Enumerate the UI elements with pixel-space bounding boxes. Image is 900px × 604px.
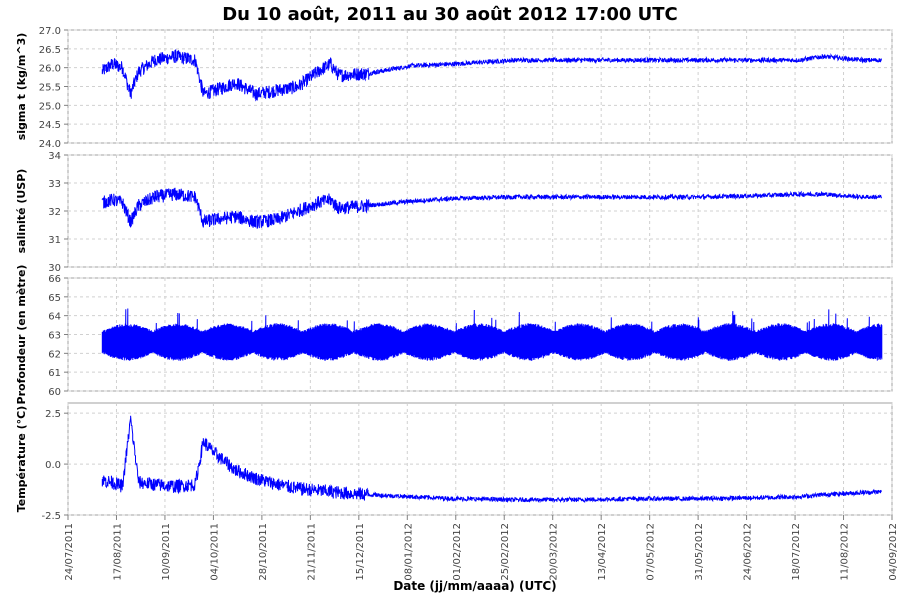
panel-4: 2.5 0.0 -2.5 Température (°C) [15,402,893,522]
y-tick-label: 31 [48,235,61,246]
y-tick-label: 30 [48,263,61,274]
series-line [101,308,883,361]
x-tick-label: 10/09/2011 [161,523,172,581]
y-axis-label: sigma t (kg/m^3) [15,33,28,141]
y-tick-label: 25.0 [39,101,61,112]
y-tick-label: 26.0 [39,64,61,75]
y-tick-label: 33 [48,179,61,190]
chart-title: Du 10 août, 2011 au 30 août 2012 17:00 U… [222,4,678,25]
panel-frame [67,29,893,144]
x-tick-label: 31/05/2012 [694,523,705,581]
series-line [101,415,882,504]
panel-3: 60 61 62 63 64 65 66 Profondeur (en mètre) [15,265,893,405]
y-tick-label: 61 [48,368,61,379]
series-line [101,187,882,229]
x-tick-label: 01/02/2012 [452,523,463,581]
panel-1: 24.0 24.5 25.0 25.5 26.0 26.5 27.0 sigma t (kg/… [15,26,893,150]
panel-2: 30 31 32 33 34 salinité (USP) [15,151,893,274]
y-tick-label: 62 [48,349,61,360]
x-tick-label: 04/10/2011 [209,523,220,581]
y-tick-label: 27.0 [39,26,61,37]
y-tick-label: 32 [48,207,61,218]
x-tick-label: 13/04/2012 [597,523,608,581]
y-tick-label: -2.5 [41,511,61,522]
x-tick-label: 17/08/2011 [112,523,123,581]
x-tick-label: 11/08/2012 [840,523,851,581]
x-axis-label: Date (jj/mm/aaaa) (UTC) [393,579,556,593]
y-tick-label: 65 [48,293,61,304]
y-axis-label: Température (°C) [15,406,28,513]
y-tick-label: 60 [48,387,61,398]
panel-frame [67,154,893,268]
x-tick-label: 07/05/2012 [646,523,657,581]
x-tick-label: 24/07/2011 [64,523,75,581]
x-tick-label: 04/09/2012 [888,523,899,581]
y-tick-label: 0.0 [45,460,61,471]
x-tick-label: 08/01/2012 [403,523,414,581]
y-axis-label: salinité (USP) [15,169,28,254]
x-tick-label: 18/07/2012 [791,523,802,581]
y-tick-label: 25.5 [39,83,61,94]
x-tick-label: 15/12/2011 [355,523,366,581]
x-tick-label: 24/06/2012 [743,523,754,581]
y-tick-label: 66 [48,274,61,285]
x-tick-label: 25/02/2012 [500,523,511,581]
chart-panels: 24.0 24.5 25.0 25.5 26.0 26.5 27.0 sigma t (kg/… [15,26,893,522]
y-tick-label: 24.5 [39,120,61,131]
x-tick-label: 28/10/2011 [258,523,269,581]
y-tick-label: 24.0 [39,139,61,150]
y-axis-label: Profondeur (en mètre) [15,265,28,405]
y-tick-label: 2.5 [45,409,61,420]
x-axis: 24/07/2011 17/08/2011 10/09/2011 04/10/2011… [64,515,899,581]
x-tick-label: 20/03/2012 [549,523,560,581]
y-tick-label: 64 [48,312,61,323]
y-tick-label: 26.5 [39,45,61,56]
series-line [101,49,882,102]
x-tick-label: 21/11/2011 [306,523,317,581]
y-tick-label: 63 [48,331,61,342]
y-tick-label: 34 [48,151,61,162]
